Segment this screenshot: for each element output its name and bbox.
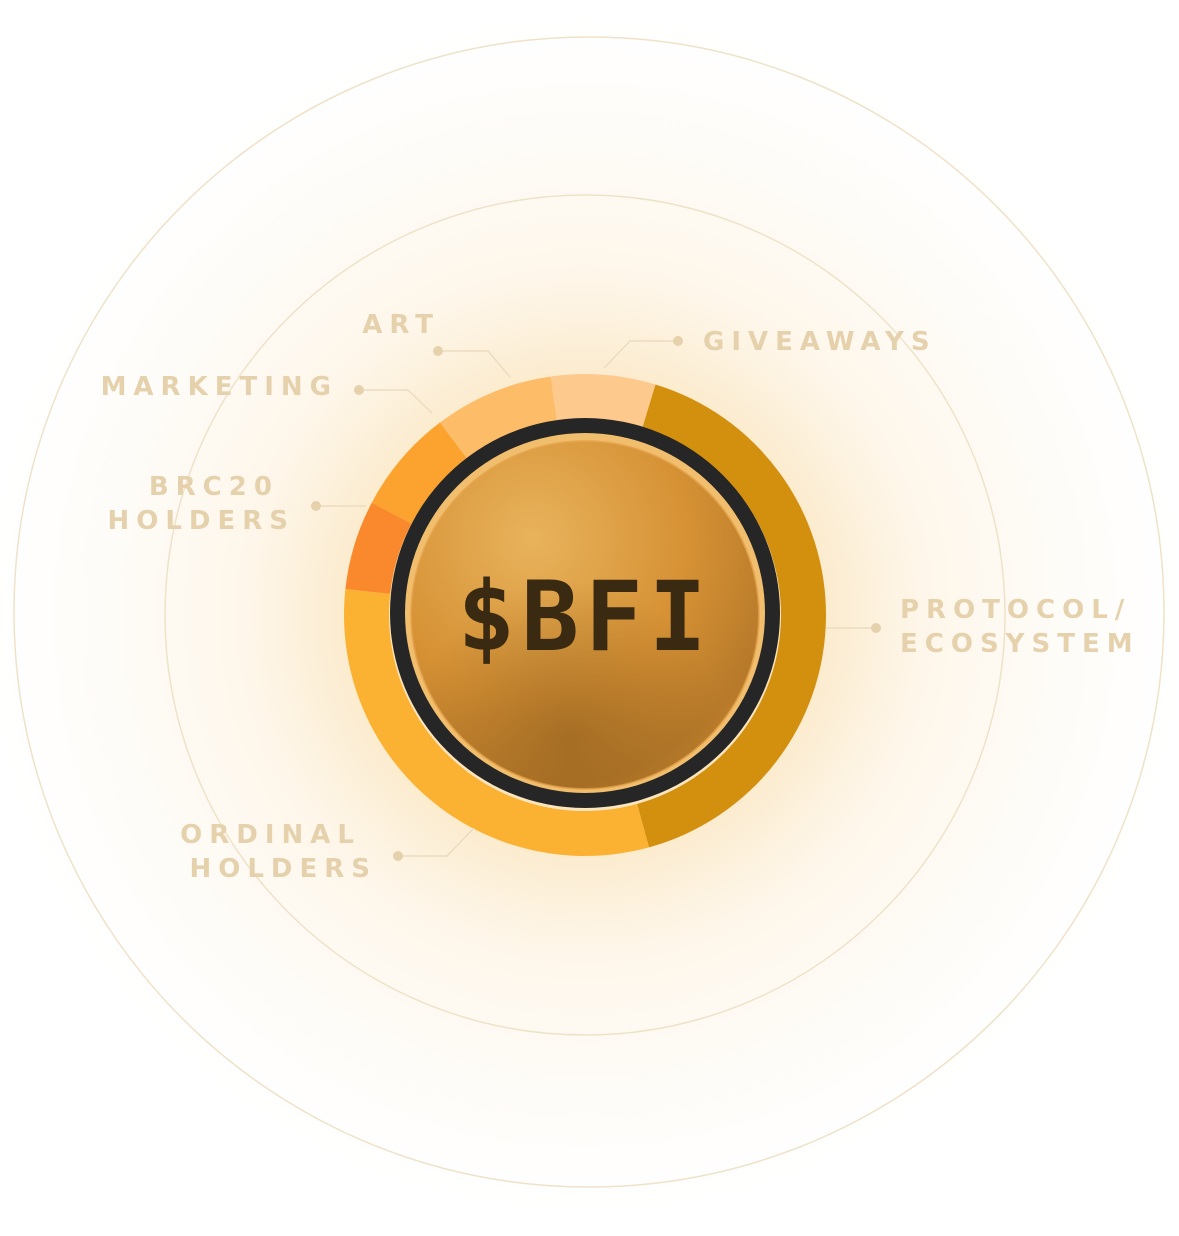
- label-marketing: MARKETING: [101, 372, 338, 402]
- leader-line-marketing: [359, 389, 433, 414]
- coin-inner-edge: [410, 440, 760, 790]
- label-protocol-ecosystem: PROTOCOL/ ECOSYSTEM: [900, 595, 1147, 659]
- leader-dot-protocol-ecosystem: [871, 623, 881, 633]
- slice-marketing: [371, 422, 468, 524]
- label-art: ART: [362, 310, 440, 340]
- label-ordinal-holders: ORDINAL HOLDERS: [180, 820, 377, 884]
- coin-shade: [411, 441, 759, 789]
- ring-1: [164, 194, 1006, 1036]
- leader-line-ordinal-holders: [398, 827, 475, 857]
- leader-dot-giveaways: [673, 336, 683, 346]
- leader-dot-marketing: [354, 385, 364, 395]
- label-giveaways: GIVEAWAYS: [703, 327, 937, 357]
- ring-2: [13, 36, 1165, 1188]
- leader-lines: [311, 336, 881, 861]
- leader-dot-ordinal-holders: [393, 851, 403, 861]
- leader-dot-art: [433, 346, 443, 356]
- slice-art: [439, 376, 558, 459]
- slice-giveaways: [550, 374, 656, 428]
- leader-dot-brc20-holders: [311, 501, 321, 511]
- leader-line-art: [438, 350, 511, 378]
- coin-ticker: $BFI: [457, 561, 712, 673]
- slice-protocol-ecosystem: [637, 384, 827, 848]
- label-brc20-holders: BRC20 HOLDERS: [107, 472, 295, 536]
- donut-slices: [343, 374, 827, 856]
- slice-ordinal-holders: [343, 588, 649, 856]
- leader-line-giveaways: [603, 340, 678, 369]
- concentric-rings: [13, 36, 1165, 1188]
- slice-brc20-holders: [345, 502, 412, 594]
